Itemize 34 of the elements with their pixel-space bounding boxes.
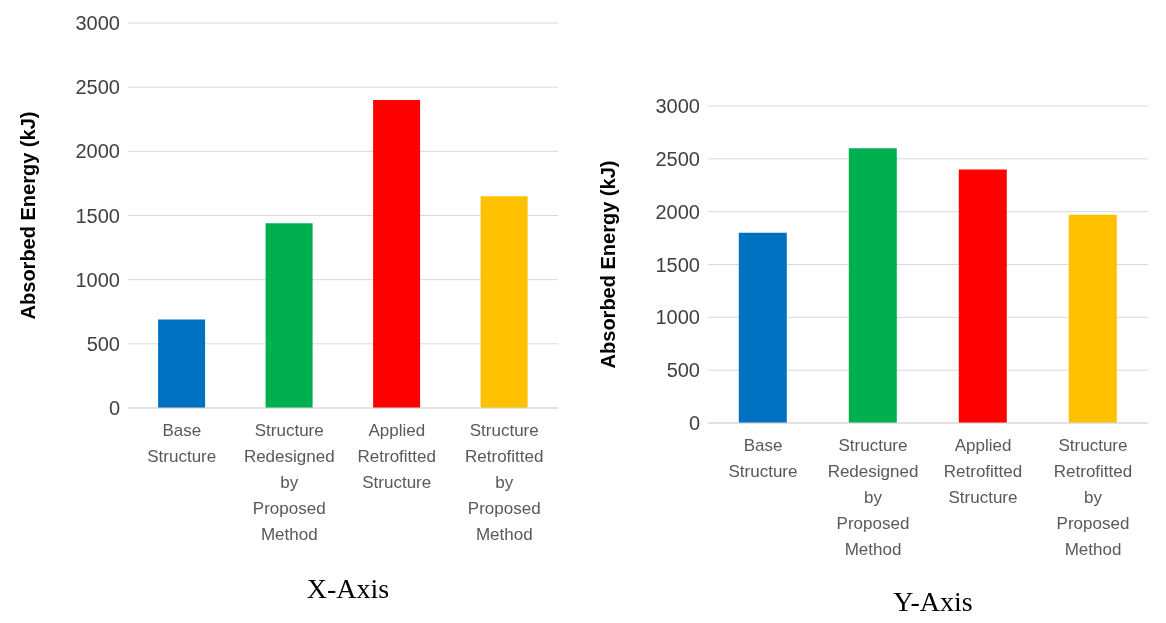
- x-tick-label: Structure Redesigned by Proposed Method: [243, 421, 335, 544]
- y-tick-label: 3000: [75, 12, 120, 35]
- y-tick-label: 0: [688, 412, 700, 435]
- bar: [265, 223, 313, 408]
- bar: [480, 196, 528, 408]
- y-axis-title: Absorbed Energy (kJ): [17, 111, 40, 320]
- x-tick-label: Structure Retrofitted by Proposed Method: [465, 421, 544, 544]
- x-tick-label: Base Structure: [728, 436, 798, 481]
- bar: [958, 169, 1007, 423]
- x-tick-label: Structure Retrofitted by Proposed Method: [1053, 436, 1133, 559]
- x-tick-label: Applied Retrofitted Structure: [943, 436, 1023, 507]
- y-tick-label: 500: [666, 359, 700, 382]
- bar: [738, 232, 787, 423]
- x-tick-label: Base Structure: [147, 421, 217, 466]
- bar: [1068, 214, 1117, 423]
- y-tick-label: 3000: [655, 95, 700, 118]
- y-axis-title: Absorbed Energy (kJ): [597, 160, 620, 369]
- y-tick-label: 0: [108, 397, 120, 420]
- bar: [373, 100, 421, 408]
- text: Y-Axis: [892, 586, 974, 618]
- y-tick-label: 1000: [75, 268, 120, 291]
- bar: [848, 148, 897, 423]
- y-tick-label: 2000: [75, 140, 120, 163]
- x-tick-label: Structure Redesigned by Proposed Method: [827, 436, 919, 559]
- y-tick-label: 2500: [75, 76, 120, 99]
- y-tick-label: 2500: [655, 147, 700, 170]
- text: X-Axis: [305, 573, 391, 605]
- y-tick-label: 2000: [655, 200, 700, 223]
- y-tick-label: 1000: [655, 306, 700, 329]
- x-tick-label: Applied Retrofitted Structure: [357, 421, 436, 492]
- bar: [158, 319, 206, 408]
- y-tick-label: 1500: [655, 253, 700, 276]
- y-tick-label: 1500: [75, 204, 120, 227]
- y-tick-label: 500: [86, 332, 120, 355]
